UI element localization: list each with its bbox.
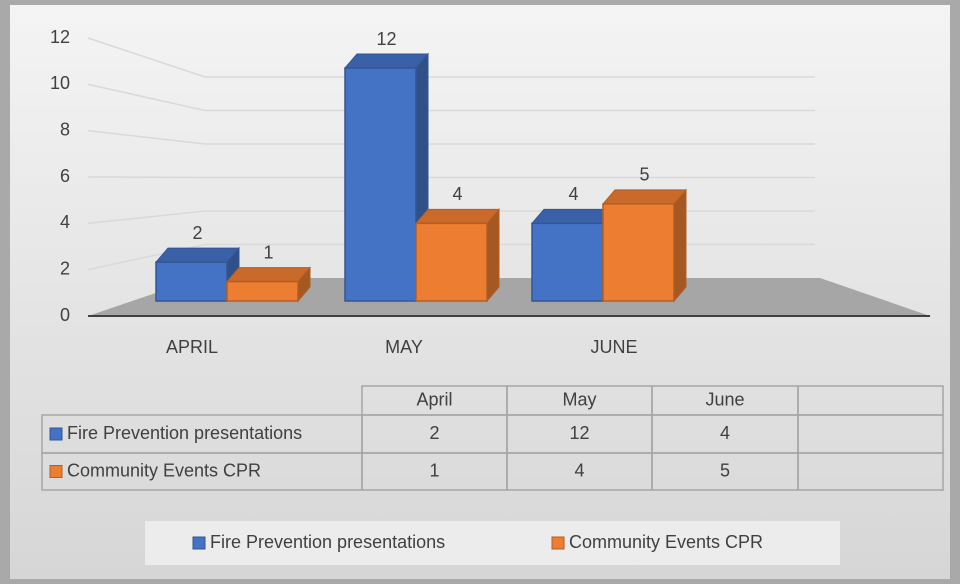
grid-line <box>87 176 815 179</box>
y-tick-label: 8 <box>60 119 70 139</box>
bar-top <box>414 208 501 224</box>
bar <box>226 280 299 302</box>
y-tick-label: 10 <box>50 73 70 93</box>
data-label: 5 <box>639 165 649 185</box>
legend-key <box>192 536 206 550</box>
table-row-header: Community Events CPR <box>67 460 261 480</box>
y-tick-label: 4 <box>60 212 70 232</box>
data-label: 12 <box>376 29 396 49</box>
table-column-header: June <box>705 389 744 409</box>
grid-line <box>87 83 815 112</box>
bar-top <box>601 189 688 205</box>
table-row-header: Fire Prevention presentations <box>67 423 302 443</box>
y-tick-label: 2 <box>60 258 70 278</box>
grid-line <box>87 37 815 78</box>
bar-side <box>673 188 687 303</box>
y-tick-label: 0 <box>60 305 70 325</box>
x-tick-label: APRIL <box>166 337 218 357</box>
table-value: 4 <box>574 460 584 480</box>
data-label: 1 <box>263 242 273 262</box>
data-label: 2 <box>192 223 202 243</box>
bars: APRIL 2 1 MAY 12 4 JUNE 4 5 <box>154 29 688 357</box>
table-value: 2 <box>429 423 439 443</box>
table-legend-key <box>49 427 63 441</box>
legend: Fire Prevention presentations Community E… <box>192 532 763 552</box>
table-value: 12 <box>569 423 589 443</box>
bar-top <box>154 247 241 263</box>
table-legend-key <box>49 465 63 478</box>
bar-top <box>225 267 312 283</box>
x-tick-label: MAY <box>385 337 423 357</box>
bar <box>531 222 604 302</box>
table-value: 4 <box>720 423 730 443</box>
y-tick-label: 12 <box>50 27 70 47</box>
bar <box>344 67 417 302</box>
data-label: 4 <box>568 184 578 204</box>
table-value: 1 <box>429 460 439 480</box>
bar-top <box>343 53 430 69</box>
table-column-header: April <box>416 389 452 409</box>
bar <box>415 222 488 302</box>
legend-box <box>145 521 840 565</box>
data-table: April May June Fire Prevention presentation… <box>41 385 944 491</box>
y-tick-label: 6 <box>60 166 70 186</box>
x-tick-label: JUNE <box>590 337 637 357</box>
table-cell <box>797 452 944 491</box>
bar <box>602 203 675 302</box>
bar-side <box>486 207 500 303</box>
legend-label: Community Events CPR <box>569 532 763 552</box>
bar <box>155 261 228 302</box>
table-value: 5 <box>720 460 730 480</box>
legend-key <box>551 536 565 550</box>
data-label: 4 <box>452 184 462 204</box>
table-column-header: May <box>562 389 596 409</box>
grid-line <box>87 129 815 145</box>
legend-label: Fire Prevention presentations <box>210 532 445 552</box>
